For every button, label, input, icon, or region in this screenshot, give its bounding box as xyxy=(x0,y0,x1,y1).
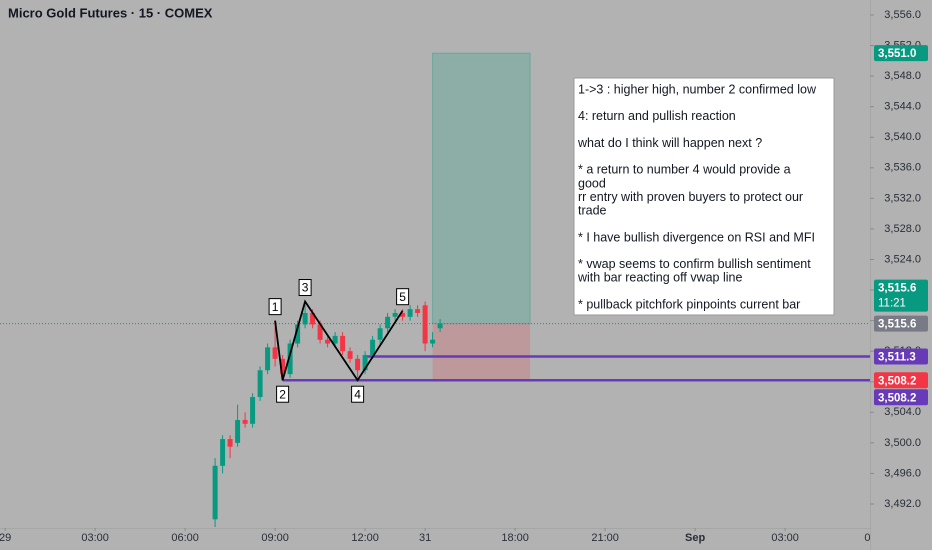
y-tick-label: 3,500.0 xyxy=(884,437,921,449)
note-line: 1->3 : higher high, number 2 confirmed l… xyxy=(578,82,817,96)
candle-body xyxy=(250,397,256,424)
candle-body xyxy=(400,312,406,317)
candle-body xyxy=(295,324,301,344)
note-line: what do I think will happen next ? xyxy=(577,136,762,150)
price-badge xyxy=(874,45,928,62)
y-tick-label: 3,536.0 xyxy=(884,162,921,174)
candle-body xyxy=(212,465,218,520)
candle-body xyxy=(235,419,241,443)
price-badge xyxy=(874,348,928,365)
y-tick-label: 3,492.0 xyxy=(884,498,921,510)
note-line: * I have bullish divergence on RSI and M… xyxy=(578,230,815,244)
pattern-label: 5 xyxy=(399,290,406,304)
candle-body xyxy=(265,347,271,371)
y-tick-label: 3,548.0 xyxy=(884,70,921,82)
candle-body xyxy=(227,439,233,447)
candle-body xyxy=(430,339,436,344)
chart-title: Micro Gold Futures · 15 · COMEX xyxy=(8,5,213,20)
note-line: rr entry with proven buyers to protect o… xyxy=(578,190,803,204)
candle-body xyxy=(257,370,263,398)
candle-body xyxy=(272,347,278,359)
y-tick-label: 3,496.0 xyxy=(884,467,921,479)
x-tick-label: 09:00 xyxy=(261,532,289,544)
price-badge-label: 3,515.6 xyxy=(878,283,916,295)
candle-body xyxy=(220,439,226,466)
candle-body xyxy=(340,335,346,352)
x-tick-label: 12:00 xyxy=(351,532,379,544)
x-tick-label: 21:00 xyxy=(591,532,619,544)
y-tick-label: 3,544.0 xyxy=(884,101,921,113)
pattern-label-box xyxy=(268,298,282,316)
plot-area xyxy=(0,52,870,527)
price-badge xyxy=(874,389,928,406)
pattern-label: 2 xyxy=(279,387,286,401)
candle-body xyxy=(317,324,323,340)
candle-body xyxy=(280,358,286,375)
price-badge xyxy=(874,279,928,312)
time-axis: 29 03:00 06:00 09:00 12:00 31 18:00 21:00 Sep 03:… xyxy=(0,528,885,544)
pattern-label-box xyxy=(351,385,365,403)
pattern-label: 1 xyxy=(272,300,279,314)
price-badge-label: 3,508.2 xyxy=(878,375,916,387)
note-line: 4: return and pullish reaction xyxy=(578,109,736,123)
x-tick-label: 03:00 xyxy=(81,532,109,544)
x-tick-label: Sep xyxy=(685,532,705,544)
price-badge-label: 3,515.6 xyxy=(878,319,916,331)
note-line: with bar reacting off vwap line xyxy=(577,271,742,285)
price-badge xyxy=(874,372,928,389)
note-box xyxy=(573,77,835,316)
candle-body xyxy=(332,335,338,344)
x-tick-label: 03:00 xyxy=(771,532,799,544)
y-tick-label: 3,532.0 xyxy=(884,192,921,204)
candle-body xyxy=(370,339,376,356)
pattern-label-box xyxy=(276,385,290,403)
candle-body xyxy=(422,305,428,344)
candle-body xyxy=(377,328,383,340)
note-line: * vwap seems to confirm bullish sentimen… xyxy=(578,257,811,271)
price-badge-label: 3,508.2 xyxy=(878,392,916,404)
y-tick-label: 3,556.0 xyxy=(884,9,921,21)
price-countdown: 11:21 xyxy=(878,298,906,310)
x-tick-label: 06:00 xyxy=(171,532,199,544)
candle-body xyxy=(310,312,316,325)
pattern-label: 3 xyxy=(302,281,309,295)
price-badge-label: 3,511.3 xyxy=(878,352,916,364)
note-line: good xyxy=(578,176,606,190)
overlay: 1 2 3 4 5 1->3 : higher high, number 2 confir… xyxy=(268,77,835,403)
candle-body xyxy=(355,358,361,371)
y-tick-label: 3,540.0 xyxy=(884,131,921,143)
candle-body xyxy=(287,343,293,375)
candle-body xyxy=(242,419,248,424)
candle-body xyxy=(385,316,391,329)
candle-body xyxy=(347,351,353,359)
price-axis: 3,492.03,496.03,500.03,504.03,508.03,512… xyxy=(870,9,928,510)
pattern-label-box xyxy=(298,279,312,297)
candle-body xyxy=(437,323,443,329)
note-line: * a return to number 4 would provide a xyxy=(578,163,791,177)
pattern-label-box xyxy=(396,288,410,306)
x-tick-label: 31 xyxy=(419,532,431,544)
x-tick-label: 18:00 xyxy=(501,532,529,544)
candle-body xyxy=(392,312,398,317)
note-line: * pullback pitchfork pinpoints current b… xyxy=(578,297,800,311)
candle-body xyxy=(362,355,368,371)
loss-zone xyxy=(432,323,531,381)
pattern-label: 4 xyxy=(354,387,361,401)
y-tick-label: 3,524.0 xyxy=(884,253,921,265)
candle-body xyxy=(325,339,331,344)
y-tick-label: 3,504.0 xyxy=(884,406,921,418)
price-badge xyxy=(874,315,928,332)
candle-body xyxy=(407,309,413,317)
profit-zone xyxy=(432,52,531,325)
x-tick-label: 29 xyxy=(0,532,11,544)
y-tick-label: 3,528.0 xyxy=(884,223,921,235)
candle-body xyxy=(302,312,308,325)
x-tick-label: 06:0 xyxy=(864,532,885,544)
pattern-line xyxy=(274,299,404,382)
price-badge-label: 3,551.0 xyxy=(878,48,916,60)
note-line: trade xyxy=(578,203,607,217)
candle-body xyxy=(415,309,421,313)
